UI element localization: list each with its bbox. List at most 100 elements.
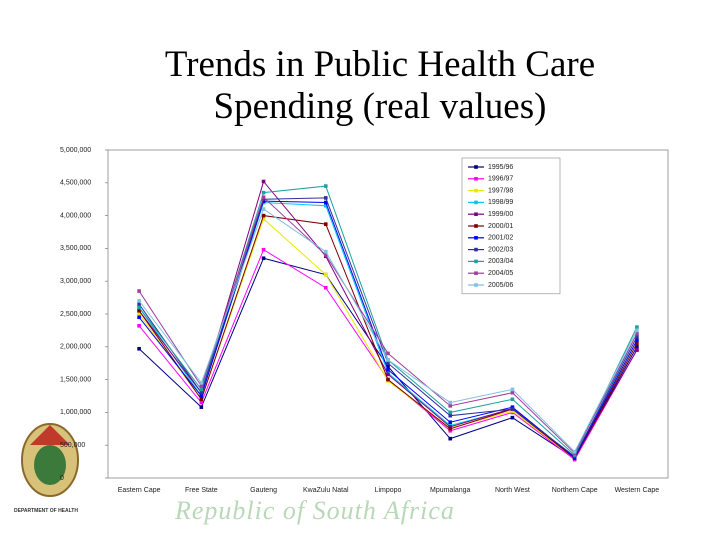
data-point — [261, 197, 266, 201]
data-point — [510, 390, 515, 395]
data-point — [448, 427, 453, 431]
data-point — [323, 222, 328, 226]
legend-marker — [474, 177, 478, 181]
data-point — [137, 315, 141, 320]
y-tick-label: 4,500,000 — [60, 180, 91, 187]
y-tick-label: 1,000,000 — [60, 409, 91, 416]
series-line — [138, 197, 638, 458]
x-tick-label: Free State — [185, 487, 218, 494]
legend-marker — [474, 188, 478, 193]
data-point — [261, 190, 266, 195]
legend-marker — [474, 236, 478, 240]
data-point — [261, 195, 266, 200]
legend-label: 1998/99 — [488, 199, 513, 206]
series-line — [138, 201, 638, 458]
data-point — [137, 308, 141, 313]
data-point — [199, 381, 204, 385]
data-point — [199, 390, 204, 395]
data-point — [323, 196, 328, 200]
data-point — [572, 453, 577, 457]
legend-marker — [474, 247, 478, 252]
data-point — [448, 410, 453, 415]
data-point — [386, 361, 390, 365]
legend-marker — [474, 271, 478, 275]
legend-marker — [474, 200, 478, 205]
title-line: Trends in Public Health Care — [164, 44, 596, 85]
data-point — [448, 404, 453, 408]
data-point — [261, 213, 266, 218]
data-point — [635, 341, 639, 346]
data-point — [635, 331, 639, 336]
series-line — [138, 208, 638, 453]
series-line — [138, 200, 638, 459]
data-point — [510, 407, 515, 411]
legend-marker — [474, 224, 478, 228]
data-point — [199, 384, 204, 388]
data-point — [386, 364, 390, 369]
x-tick-label: Gauteng — [250, 487, 277, 494]
data-point — [261, 179, 266, 184]
data-point — [323, 249, 328, 254]
data-point — [386, 377, 390, 382]
legend-label: 2002/03 — [488, 246, 513, 253]
y-tick-label: 5,000,000 — [60, 147, 91, 154]
legend-label: 2003/04 — [488, 258, 513, 265]
data-point — [510, 415, 515, 420]
slide-title: Trends in Public Health Care Spending (r… — [60, 44, 700, 128]
legend-marker — [474, 165, 478, 169]
data-point — [137, 312, 141, 316]
department-label: DEPARTMENT OF HEALTH — [14, 508, 78, 514]
series-line — [138, 196, 638, 454]
data-point — [137, 289, 141, 293]
data-point — [199, 387, 204, 392]
data-point — [448, 420, 453, 425]
legend: 1995/96 1996/97 1997/98 1998/99 1999/00 2000/… — [461, 157, 561, 295]
data-point — [448, 428, 453, 433]
data-point — [635, 325, 639, 329]
legend-marker — [474, 212, 478, 216]
data-point — [261, 256, 266, 261]
data-point — [448, 413, 453, 418]
data-point — [386, 358, 390, 362]
legend-label: 1995/96 — [488, 164, 513, 171]
series-line — [138, 215, 638, 460]
data-point — [137, 346, 141, 351]
x-tick-label: Limpopo — [375, 487, 402, 494]
y-tick-label: 3,500,000 — [60, 245, 91, 252]
data-point — [261, 199, 266, 203]
legend-label: 2005/06 — [488, 282, 513, 289]
data-point — [448, 400, 453, 405]
data-point — [323, 184, 328, 188]
plot-area — [107, 149, 669, 479]
emblem — [21, 423, 79, 497]
x-tick-label: Northern Cape — [552, 487, 598, 494]
x-tick-label: Western Cape — [615, 487, 660, 494]
data-point — [635, 335, 639, 339]
data-point — [510, 405, 515, 409]
legend-label: 2000/01 — [488, 223, 513, 230]
legend-marker — [474, 283, 478, 287]
data-point — [199, 394, 204, 398]
y-tick-label: 500,000 — [60, 442, 85, 449]
data-point — [323, 253, 328, 257]
series-line — [138, 185, 638, 456]
data-point — [510, 409, 515, 413]
x-tick-label: KwaZulu Natal — [303, 487, 349, 494]
data-point — [137, 324, 141, 328]
legend-label: 2001/02 — [488, 235, 513, 242]
legend-label: 1999/00 — [488, 211, 513, 218]
series-line — [138, 218, 638, 460]
data-point — [510, 387, 515, 392]
data-point — [386, 372, 390, 377]
x-tick-label: Eastern Cape — [118, 487, 161, 494]
series-line — [138, 180, 638, 459]
data-point — [510, 397, 515, 402]
data-point — [261, 247, 266, 252]
legend-label: 1996/97 — [488, 176, 513, 183]
data-point — [199, 397, 204, 402]
y-tick-label: 2,000,000 — [60, 344, 91, 351]
y-tick-label: 0 — [60, 475, 64, 482]
data-point — [386, 351, 390, 356]
